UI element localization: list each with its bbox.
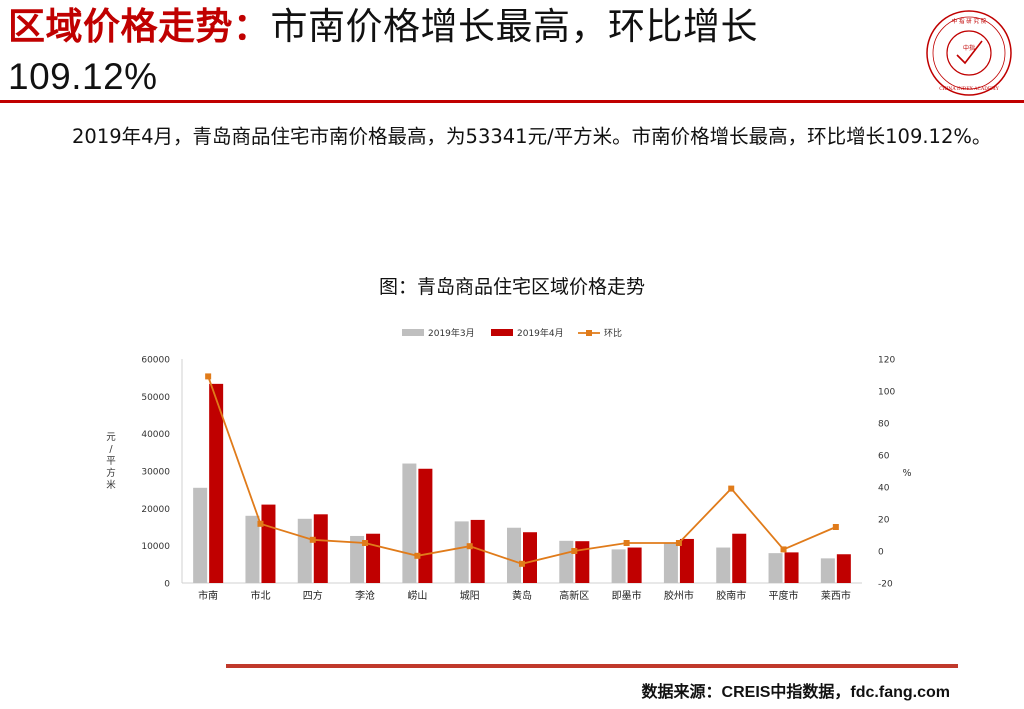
y-tick-label: 20000 (141, 505, 170, 515)
x-tick-label: 高新区 (559, 589, 589, 602)
y-tick-label: 0 (164, 580, 170, 590)
x-tick-label: 平度市 (769, 589, 799, 602)
legend-label-2019-04: 2019年4月 (517, 327, 564, 339)
legend-swatch-2019-03 (402, 329, 424, 336)
title-line2: 109.12% (8, 56, 158, 97)
china-index-academy-logo: 中指 中 指 研 究 院 CHINA INDEX ACADEMY (926, 10, 1012, 96)
x-tick-label: 市北 (250, 589, 270, 602)
x-tick-label: 黄岛 (512, 589, 532, 602)
bar-2019-04 (313, 514, 328, 583)
y-axis-label: 平 (106, 456, 116, 467)
bar-2019-03 (768, 553, 783, 583)
bar-2019-03 (454, 521, 469, 583)
x-tick-label: 崂山 (407, 590, 427, 602)
y-tick-label: 40000 (141, 430, 170, 440)
legend-label-mom: 环比 (604, 327, 622, 339)
bar-2019-03 (350, 535, 365, 583)
bar-2019-04 (732, 533, 747, 583)
logo-bottom-text: CHINA INDEX ACADEMY (939, 86, 999, 92)
bar-2019-03 (193, 487, 208, 583)
bar-2019-04 (366, 533, 381, 583)
y-axis-label: 米 (106, 479, 116, 491)
logo-center-text: 中指 (963, 44, 975, 52)
legend-marker-mom (586, 330, 592, 336)
bar-2019-04 (209, 383, 224, 583)
bar-2019-04 (836, 554, 851, 583)
legend-label-2019-03: 2019年3月 (428, 327, 475, 339)
bar-2019-03 (245, 515, 260, 583)
line-mom-marker (257, 520, 264, 527)
bar-2019-03 (716, 547, 731, 583)
slide-title: 区域价格走势：市南价格增长最高，环比增长 109.12% (8, 2, 908, 102)
line-mom-marker (519, 560, 525, 567)
y2-tick-label: 80 (878, 420, 890, 430)
chart-title: 图：青岛商品住宅区域价格走势 (378, 276, 645, 298)
x-tick-label: 四方 (303, 589, 323, 602)
line-mom-marker (205, 373, 212, 380)
y-tick-label: 60000 (141, 356, 170, 366)
y2-tick-label: 20 (878, 516, 890, 526)
line-mom-marker (780, 546, 787, 553)
bar-2019-04 (575, 541, 590, 583)
bar-2019-04 (418, 468, 433, 583)
x-tick-label: 市南 (198, 589, 218, 602)
title-text: 市南价格增长最高，环比增长 (270, 5, 758, 48)
y2-tick-label: -20 (878, 580, 893, 590)
bar-2019-03 (611, 549, 626, 583)
line-mom-marker (623, 540, 630, 546)
bar-2019-03 (559, 540, 574, 583)
y2-tick-label: 60 (878, 452, 890, 462)
line-mom-marker (466, 543, 473, 550)
y-axis-label: / (109, 444, 113, 455)
bar-2019-04 (523, 532, 537, 583)
x-tick-label: 胶南市 (716, 589, 746, 602)
line-mom-marker (728, 485, 735, 492)
data-source: 数据来源：CREIS中指数据，fdc.fang.com (641, 684, 950, 701)
line-mom-marker (571, 548, 578, 554)
line-mom-marker (309, 536, 316, 543)
bar-2019-03 (820, 558, 835, 583)
bar-2019-04 (679, 538, 694, 583)
y-tick-label: 30000 (141, 468, 170, 478)
bar-2019-04 (627, 547, 642, 583)
bar-2019-04 (784, 552, 799, 583)
legend-swatch-2019-04 (491, 329, 513, 336)
x-tick-label: 胶州市 (664, 589, 694, 602)
title-highlight: 区域价格走势： (8, 5, 271, 48)
x-tick-label: 莱西市 (821, 589, 851, 602)
line-mom-marker (675, 540, 682, 546)
bar-2019-04 (261, 504, 276, 583)
y2-axis-label: % (902, 468, 911, 479)
x-tick-label: 李沧 (355, 589, 375, 602)
line-mom-marker (832, 524, 839, 530)
title-divider (0, 100, 1024, 103)
bar-2019-03 (402, 463, 417, 583)
bar-2019-03 (663, 543, 678, 583)
bar-2019-04 (470, 519, 485, 583)
y-tick-label: 50000 (141, 393, 170, 403)
summary-paragraph: 2019年4月，青岛商品住宅市南价格最高，为53341元/平方米。市南价格增长最… (72, 125, 992, 148)
price-trend-chart: 0 10000 20000 30000 40000 50000 60000 -20 0 20 40 6… (106, 327, 911, 602)
y-axis-label: 元 (106, 432, 116, 443)
bar-2019-03 (297, 518, 312, 583)
y2-tick-label: 100 (878, 388, 895, 398)
footer-divider (226, 664, 958, 668)
bar-2019-03 (507, 527, 521, 583)
y-axis-label: 方 (106, 467, 116, 479)
y2-tick-label: 120 (878, 356, 895, 366)
x-tick-label: 城阳 (460, 590, 480, 602)
y-tick-label: 10000 (141, 542, 170, 552)
y2-tick-label: 40 (878, 484, 890, 494)
x-tick-label: 即墨市 (612, 589, 642, 602)
line-mom-marker (414, 552, 421, 559)
y2-tick-label: 0 (878, 548, 884, 558)
line-mom-marker (362, 540, 369, 546)
logo-top-text: 中 指 研 究 院 (952, 17, 987, 25)
